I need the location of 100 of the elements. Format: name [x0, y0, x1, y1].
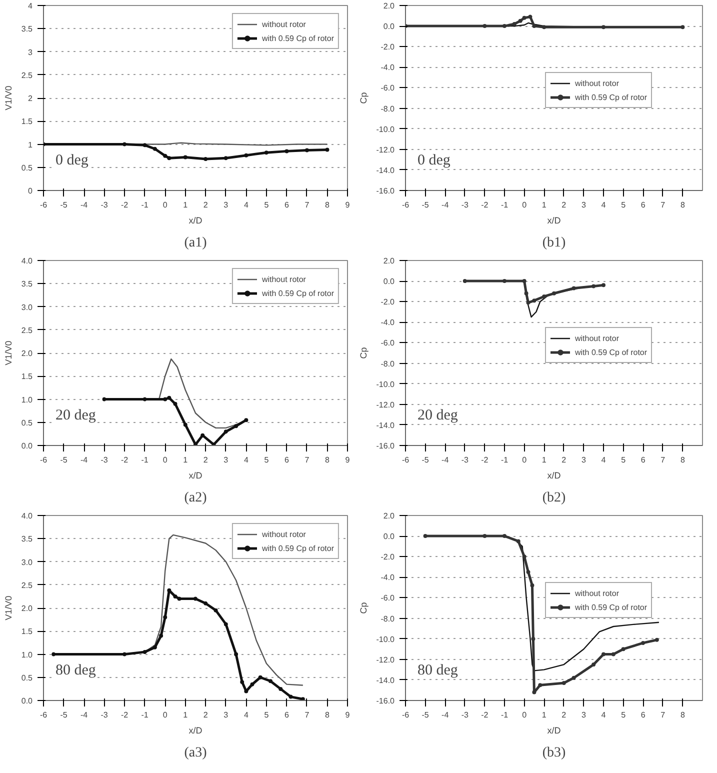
x-tick-label: 8 — [325, 200, 330, 210]
y-tick-label: 3.5 — [21, 24, 34, 34]
x-axis-title: x/D — [188, 470, 203, 480]
y-tick-label: 0.0 — [21, 442, 34, 450]
x-tick-label: 7 — [304, 200, 310, 210]
y-tick-label: -10.0 — [376, 124, 396, 134]
legend-label: without rotor — [575, 588, 620, 599]
x-tick-label: -4 — [442, 200, 450, 210]
y-tick-label: -14.0 — [376, 166, 396, 175]
x-tick-label: -1 — [141, 456, 149, 464]
x-tick-label: 9 — [345, 200, 350, 210]
x-tick-label: 6 — [640, 200, 646, 210]
x-axis-title: x/D — [547, 726, 562, 736]
y-tick-label: 1.5 — [21, 372, 34, 382]
text: (a3) — [184, 746, 208, 760]
y-tick-label: 0.0 — [383, 532, 396, 542]
x-tick-label: -5 — [422, 200, 430, 210]
annotation: 20 deg — [56, 408, 96, 424]
x-tick-label: 8 — [680, 710, 686, 720]
x-tick-label: -6 — [40, 200, 48, 210]
x-tick-label: 0 — [522, 200, 528, 210]
x-axis-title: x/D — [547, 470, 562, 480]
text: (b2) — [542, 490, 566, 506]
x-tick-label: 0 — [522, 456, 528, 464]
x-tick-label: 6 — [640, 710, 646, 720]
x-tick-label: 8 — [325, 456, 330, 464]
x-tick-label: 9 — [345, 456, 350, 464]
y-tick-label: -10.0 — [376, 634, 396, 644]
x-axis-title: x/D — [188, 726, 203, 736]
y-tick-label: 2.0 — [383, 512, 396, 520]
legend-label: without rotor — [575, 78, 620, 89]
x-tick-label: -3 — [461, 200, 470, 210]
x-tick-label: 8 — [680, 200, 686, 210]
x-tick-label: -1 — [500, 200, 509, 210]
y-tick-label: 0 — [28, 186, 34, 196]
x-tick-label: -3 — [461, 456, 470, 464]
y-tick-label: -12.0 — [376, 655, 396, 664]
y-tick-label: 0.0 — [21, 696, 34, 706]
y-tick-label: 3.5 — [21, 280, 34, 289]
x-tick-label: -2 — [481, 710, 489, 720]
x-tick-label: 7 — [660, 200, 666, 210]
annotation: 20 deg — [418, 408, 458, 424]
y-tick-label: -2.0 — [380, 42, 396, 52]
x-tick-label: -3 — [100, 200, 108, 210]
y-tick-label: 1 — [28, 140, 34, 150]
y-tick-label: 4.0 — [21, 512, 34, 520]
y-axis-title: V1/V0 — [3, 340, 14, 366]
x-tick-label: -1 — [500, 710, 509, 720]
y-tick-label: 2.5 — [21, 70, 34, 80]
y-tick-label: -12.0 — [376, 400, 396, 410]
y-tick-label: -4.0 — [380, 318, 396, 328]
y-axis-title: Cp — [358, 92, 368, 104]
y-tick-label: -12.0 — [376, 145, 396, 154]
x-tick-label: 5 — [264, 200, 270, 210]
y-tick-label: -6.0 — [380, 594, 396, 603]
y-tick-label: -4.0 — [380, 63, 396, 72]
x-tick-label: -3 — [100, 710, 108, 720]
y-tick-label: -6.0 — [380, 338, 396, 348]
x-tick-label: -2 — [121, 710, 129, 720]
y-tick-label: 2.0 — [21, 349, 34, 358]
x-axis-title: x/D — [188, 216, 203, 226]
text: (a1) — [184, 236, 208, 250]
text: (b1) — [542, 236, 566, 250]
y-tick-label: 3 — [28, 48, 34, 57]
legend-label: without rotor — [262, 274, 306, 285]
y-tick-label: 2.5 — [21, 326, 34, 335]
y-tick-label: -8.0 — [380, 614, 396, 624]
legend-label: with 0.59 Cp of rotor — [262, 288, 334, 299]
x-tick-label: -3 — [461, 710, 470, 720]
x-tick-label: 0 — [162, 456, 168, 464]
y-tick-label: 1.5 — [21, 627, 34, 636]
y-tick-label: 4 — [28, 2, 34, 10]
y-tick-label: -10.0 — [376, 380, 396, 389]
x-tick-label: -1 — [141, 200, 149, 210]
y-tick-label: 0.5 — [21, 418, 34, 428]
x-tick-label: 4 — [601, 200, 606, 210]
x-tick-label: -5 — [422, 456, 430, 464]
x-tick-label: 7 — [660, 456, 666, 464]
y-tick-label: 2.0 — [21, 604, 34, 613]
x-tick-label: 4 — [244, 456, 249, 464]
x-tick-label: 0 — [162, 200, 168, 210]
y-axis-title: V1/V0 — [3, 86, 14, 110]
x-tick-label: 1 — [542, 456, 547, 464]
y-tick-label: 2.0 — [383, 256, 396, 266]
y-tick-label: 1.5 — [21, 117, 34, 126]
x-tick-label: -5 — [60, 710, 68, 720]
y-tick-label: 0.0 — [383, 277, 396, 286]
legend-label: without rotor — [262, 528, 306, 540]
x-tick-label: 6 — [640, 456, 646, 464]
y-tick-label: -6.0 — [380, 84, 396, 93]
y-tick-label: -16.0 — [376, 442, 396, 450]
x-tick-label: 2 — [562, 456, 567, 464]
x-tick-label: 3 — [581, 710, 586, 720]
x-tick-label: -6 — [402, 200, 410, 210]
x-tick-label: -2 — [121, 456, 129, 464]
legend-label: with 0.59 Cp of rotor — [575, 602, 648, 613]
x-tick-label: 5 — [264, 710, 270, 720]
y-tick-label: 1.0 — [21, 395, 34, 404]
y-tick-label: 4.0 — [21, 256, 34, 266]
x-tick-label: 2 — [203, 456, 208, 464]
